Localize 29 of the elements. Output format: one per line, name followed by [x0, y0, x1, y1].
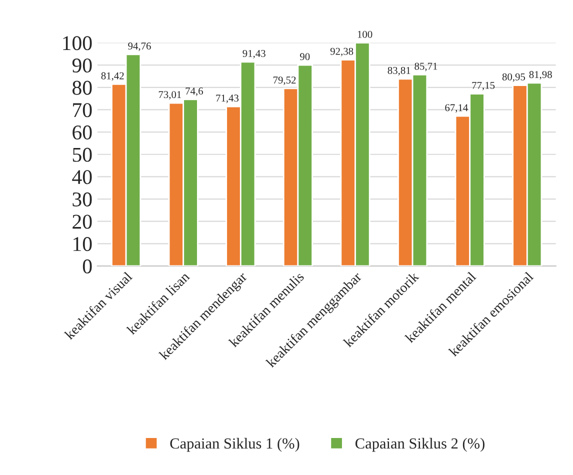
data-label: 94,76	[128, 42, 151, 52]
y-tick-label: 20	[72, 214, 92, 229]
data-label: 80,95	[502, 73, 526, 82]
data-label: 100	[358, 30, 372, 38]
y-tick-label: 30	[72, 192, 92, 206]
data-label: 81,42	[101, 72, 124, 81]
data-label: 71,43	[216, 94, 239, 104]
data-label: 79,52	[273, 76, 296, 86]
data-label: 85,71	[414, 62, 438, 72]
data-label: 90	[300, 53, 310, 60]
y-tick-label: 70	[73, 103, 92, 118]
y-tick-label: 80	[72, 80, 92, 95]
y-tick-label: 0	[82, 259, 92, 274]
y-tick-label: 50	[72, 148, 92, 162]
y-tick-label: 40	[72, 170, 92, 184]
data-label: 91,43	[242, 50, 266, 58]
y-tick-label: 90	[72, 58, 92, 73]
data-label: 67,14	[445, 104, 468, 113]
data-label: 73,01	[158, 91, 182, 100]
legend-label: Capaian Siklus 1 (%)	[170, 438, 300, 452]
legend-label: Capaian Siklus 2 (%)	[356, 438, 484, 452]
data-label: 77,15	[472, 82, 495, 90]
y-tick-label: 100	[63, 36, 92, 50]
data-label: 74,6	[186, 88, 203, 96]
data-label: 92,38	[330, 48, 354, 56]
data-label: 83,81	[388, 66, 410, 76]
y-tick-label: 10	[74, 237, 92, 252]
data-label: 81,98	[529, 71, 552, 80]
y-tick-label: 60	[72, 125, 92, 140]
